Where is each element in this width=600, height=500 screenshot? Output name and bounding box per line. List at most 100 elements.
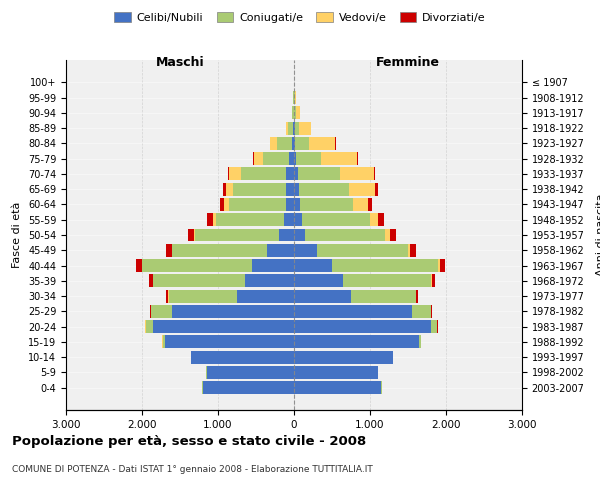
Bar bbox=[166, 244, 172, 256]
Bar bbox=[241, 168, 286, 180]
Bar bbox=[439, 259, 440, 272]
Bar bbox=[431, 274, 436, 287]
Bar bbox=[253, 152, 254, 165]
Bar bbox=[203, 381, 294, 394]
Bar bbox=[188, 228, 194, 241]
Bar bbox=[294, 350, 393, 364]
Bar bbox=[410, 244, 416, 256]
Bar bbox=[294, 259, 332, 272]
Bar bbox=[151, 305, 172, 318]
Bar bbox=[353, 198, 368, 211]
Bar bbox=[294, 228, 305, 241]
Bar bbox=[385, 228, 390, 241]
Bar bbox=[245, 274, 294, 287]
Bar bbox=[150, 305, 151, 318]
Bar bbox=[286, 182, 294, 196]
Bar bbox=[294, 214, 302, 226]
Bar bbox=[233, 182, 286, 196]
Bar bbox=[292, 137, 294, 150]
Bar bbox=[294, 336, 419, 348]
Bar bbox=[294, 152, 296, 165]
Bar bbox=[292, 106, 293, 120]
Bar bbox=[229, 168, 241, 180]
Y-axis label: Anni di nascita: Anni di nascita bbox=[596, 194, 600, 276]
Bar bbox=[288, 122, 293, 134]
Bar bbox=[440, 259, 445, 272]
Bar bbox=[294, 320, 431, 333]
Bar bbox=[208, 214, 214, 226]
Bar bbox=[293, 91, 294, 104]
Bar bbox=[294, 122, 295, 134]
Bar bbox=[172, 305, 294, 318]
Bar bbox=[169, 290, 237, 302]
Bar bbox=[271, 137, 277, 150]
Bar bbox=[191, 350, 294, 364]
Bar bbox=[237, 290, 294, 302]
Bar bbox=[300, 198, 353, 211]
Bar bbox=[228, 168, 229, 180]
Bar bbox=[343, 274, 431, 287]
Bar bbox=[416, 290, 418, 302]
Bar bbox=[305, 228, 385, 241]
Bar bbox=[351, 290, 416, 302]
Bar bbox=[294, 305, 412, 318]
Bar bbox=[294, 198, 300, 211]
Bar bbox=[165, 336, 294, 348]
Bar bbox=[289, 152, 294, 165]
Bar bbox=[299, 182, 349, 196]
Bar bbox=[294, 137, 295, 150]
Bar bbox=[142, 259, 252, 272]
Bar bbox=[294, 381, 382, 394]
Bar bbox=[357, 152, 358, 165]
Bar bbox=[229, 198, 286, 211]
Bar bbox=[154, 320, 294, 333]
Bar bbox=[309, 137, 335, 150]
Bar bbox=[302, 214, 370, 226]
Bar bbox=[294, 274, 343, 287]
Bar bbox=[163, 336, 165, 348]
Bar bbox=[376, 182, 377, 196]
Bar bbox=[370, 214, 377, 226]
Text: Maschi: Maschi bbox=[155, 56, 205, 68]
Bar bbox=[166, 290, 168, 302]
Bar bbox=[286, 198, 294, 211]
Bar bbox=[298, 168, 340, 180]
Bar bbox=[294, 182, 299, 196]
Bar bbox=[374, 168, 376, 180]
Bar bbox=[279, 228, 294, 241]
Bar bbox=[296, 106, 300, 120]
Bar bbox=[431, 320, 437, 333]
Bar bbox=[277, 137, 292, 150]
Bar bbox=[317, 244, 408, 256]
Bar bbox=[340, 168, 374, 180]
Bar bbox=[431, 305, 432, 318]
Bar bbox=[294, 290, 351, 302]
Bar bbox=[263, 152, 289, 165]
Bar bbox=[412, 305, 431, 318]
Bar bbox=[299, 122, 311, 134]
Bar bbox=[296, 152, 320, 165]
Bar bbox=[320, 152, 357, 165]
Bar bbox=[194, 228, 195, 241]
Bar bbox=[254, 152, 263, 165]
Bar bbox=[419, 336, 421, 348]
Bar bbox=[294, 244, 317, 256]
Bar bbox=[226, 182, 233, 196]
Bar bbox=[286, 122, 288, 134]
Bar bbox=[295, 137, 309, 150]
Bar bbox=[294, 168, 298, 180]
Bar bbox=[286, 168, 294, 180]
Bar bbox=[408, 244, 410, 256]
Bar bbox=[332, 259, 439, 272]
Bar bbox=[293, 122, 294, 134]
Bar bbox=[390, 228, 396, 241]
Bar bbox=[295, 122, 299, 134]
Bar bbox=[268, 244, 294, 256]
Bar bbox=[294, 91, 295, 104]
Bar bbox=[295, 91, 296, 104]
Bar bbox=[294, 366, 377, 379]
Y-axis label: Fasce di età: Fasce di età bbox=[13, 202, 22, 268]
Text: Popolazione per età, sesso e stato civile - 2008: Popolazione per età, sesso e stato civil… bbox=[12, 435, 366, 448]
Bar bbox=[368, 198, 372, 211]
Bar bbox=[136, 259, 142, 272]
